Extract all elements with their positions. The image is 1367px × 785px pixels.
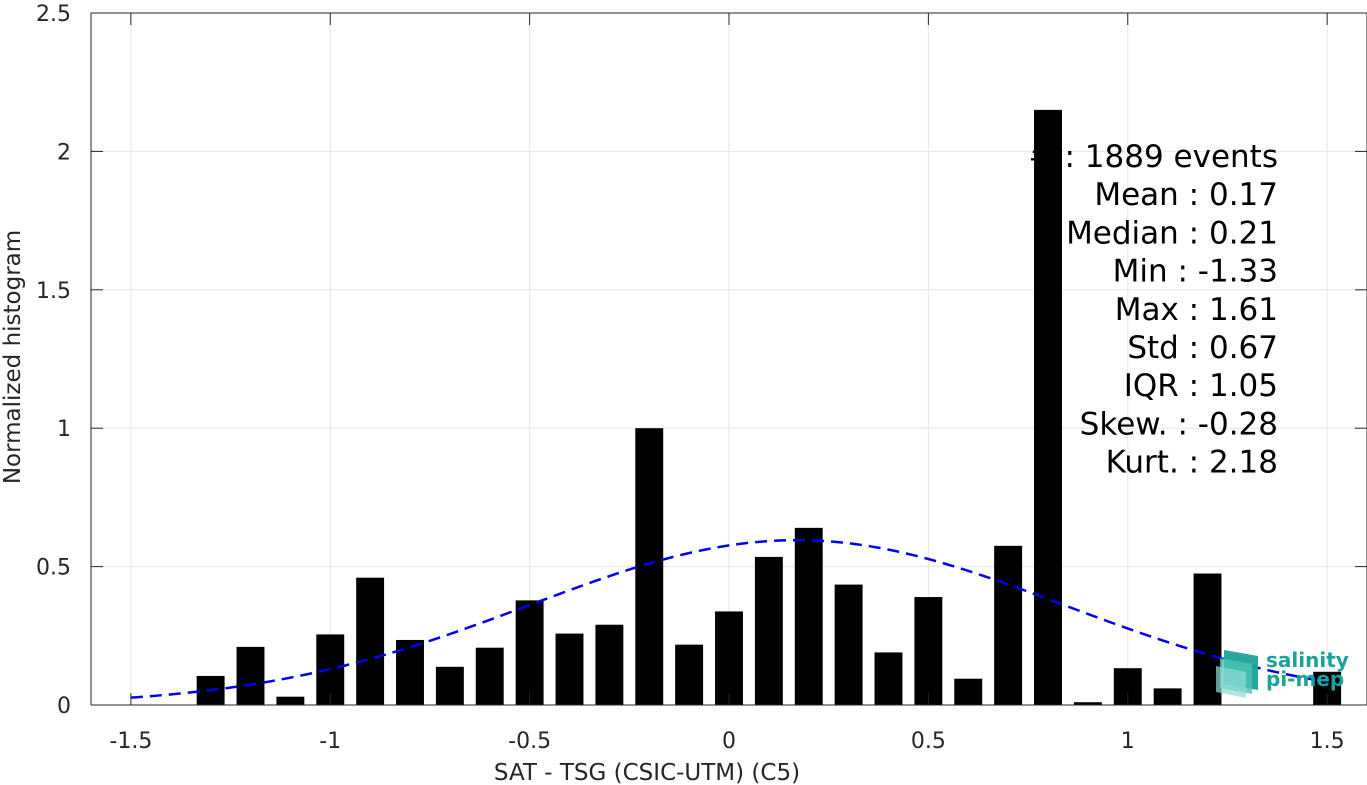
histogram-bar bbox=[435, 666, 464, 705]
x-tick-label: 0 bbox=[722, 729, 736, 754]
stats-line: # : 1889 events bbox=[1029, 139, 1278, 175]
histogram-bar bbox=[595, 624, 624, 705]
y-tick-label: 0 bbox=[57, 694, 71, 719]
histogram-bar bbox=[475, 647, 504, 705]
stats-line: IQR : 1.05 bbox=[1124, 368, 1278, 404]
x-axis-title: SAT - TSG (CSIC-UTM) (C5) bbox=[494, 760, 800, 785]
ticks: -1.5 -1 -0.5 0 0.5 1 1.5 0 0.5 1 1.5 2 2.5 bbox=[36, 2, 1367, 754]
histogram-bar bbox=[834, 584, 863, 705]
stats-line: Std : 0.67 bbox=[1127, 330, 1278, 366]
x-tick-label: -0.5 bbox=[508, 729, 551, 754]
histogram-bar bbox=[1153, 688, 1182, 705]
x-tick-label: 1 bbox=[1121, 729, 1135, 754]
stats-line: Max : 1.61 bbox=[1115, 292, 1278, 328]
histogram-bar bbox=[675, 644, 704, 705]
histogram-bar bbox=[515, 600, 544, 705]
y-tick-label: 2 bbox=[57, 140, 71, 165]
x-tick-label: 1.5 bbox=[1310, 729, 1345, 754]
histogram-bar bbox=[874, 652, 903, 705]
stats-line: Mean : 0.17 bbox=[1094, 177, 1278, 213]
stats-line: Kurt. : 2.18 bbox=[1106, 445, 1278, 481]
histogram-bar bbox=[994, 545, 1023, 705]
histogram-bar bbox=[356, 577, 385, 705]
histogram-bar bbox=[236, 646, 265, 705]
histogram-bar bbox=[1073, 702, 1102, 705]
bars bbox=[196, 109, 1342, 705]
histogram-bar bbox=[914, 597, 943, 705]
histogram-bar bbox=[276, 696, 305, 705]
histogram-bar bbox=[715, 611, 743, 705]
histogram-bar bbox=[555, 633, 584, 705]
histogram-bar bbox=[635, 428, 664, 705]
y-tick-label: 1.5 bbox=[36, 279, 71, 304]
logo-waves-icon bbox=[1216, 650, 1258, 698]
y-tick-label: 1 bbox=[57, 417, 71, 442]
y-tick-label: 2.5 bbox=[36, 2, 71, 27]
logo-text-pimep: pi-mep bbox=[1266, 667, 1344, 691]
logo-text-salinity: salinity bbox=[1266, 648, 1349, 672]
x-tick-label: -1 bbox=[319, 729, 341, 754]
x-tick-label: 0.5 bbox=[911, 729, 946, 754]
y-axis-title: Normalized histogram bbox=[0, 230, 26, 484]
histogram-bar bbox=[1034, 109, 1062, 705]
histogram-bar bbox=[954, 678, 983, 705]
y-tick-label: 0.5 bbox=[36, 556, 71, 581]
normal-fit-curve bbox=[130, 538, 1328, 699]
salinity-pimep-logo: salinity pi-mep bbox=[1216, 648, 1349, 698]
stats-line: Min : -1.33 bbox=[1113, 254, 1278, 290]
stats-line: Skew. : -0.28 bbox=[1080, 406, 1278, 442]
histogram-bar bbox=[794, 527, 823, 705]
histogram-bar bbox=[754, 556, 783, 705]
stats-line: Median : 0.21 bbox=[1066, 215, 1278, 251]
x-tick-label: -1.5 bbox=[109, 729, 152, 754]
